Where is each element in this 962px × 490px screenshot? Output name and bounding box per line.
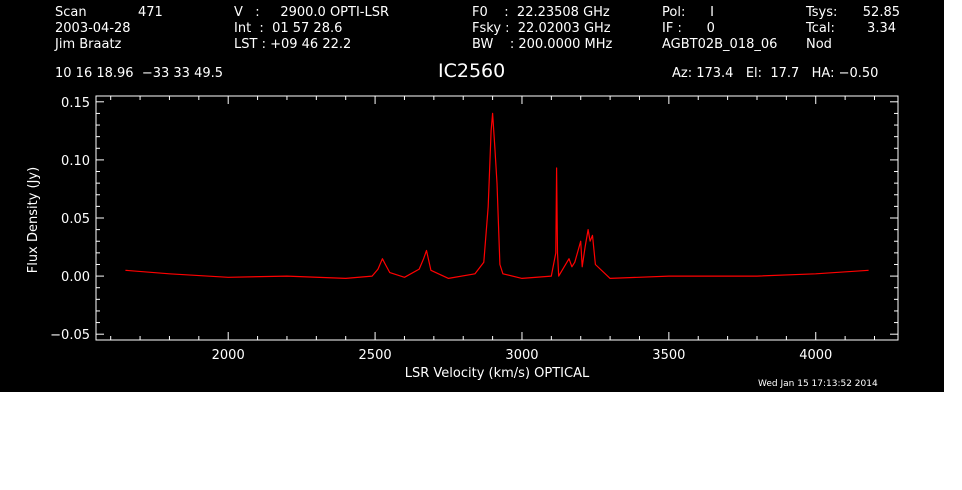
bandwidth: BW : 200.0000 MHz <box>472 37 613 52</box>
plot-axes: 2000 2500 3000 3500 4000 −0.05 0.00 0.05 0.10 0.1… <box>50 95 899 363</box>
obs-date: 2003-04-28 <box>55 21 131 36</box>
tcal-label: Tcal: <box>806 21 835 36</box>
y-axis-label: Flux Density (Jy) <box>26 167 41 273</box>
procedure-name: Nod <box>806 37 832 52</box>
y-tick-label: 0.15 <box>61 96 90 111</box>
plot-timestamp: Wed Jan 15 17:13:52 2014 <box>758 379 878 389</box>
sky-frequency: Fsky : 22.02003 GHz <box>472 21 611 36</box>
if-number: IF : 0 <box>662 21 715 36</box>
source-name: IC2560 <box>438 60 506 82</box>
x-tick-label: 2000 <box>212 348 245 363</box>
x-tick-label: 3000 <box>505 348 538 363</box>
integration-time: Int : 01 57 28.6 <box>234 21 343 36</box>
velocity-info: V : 2900.0 OPTI-LSR <box>234 5 390 20</box>
project-id: AGBT02B_018_06 <box>662 37 778 52</box>
tsys-value: 52.85 <box>862 5 900 20</box>
x-tick-label: 4000 <box>799 348 832 363</box>
y-tick-label: 0.10 <box>61 154 90 169</box>
series-line-0 <box>125 112 869 279</box>
y-tick-label: −0.05 <box>50 328 90 343</box>
tcal-value: 3.34 <box>867 21 896 36</box>
source-coordinates: 10 16 18.96 −33 33 49.5 <box>55 66 224 81</box>
x-tick-label: 2500 <box>359 348 392 363</box>
plot-frame <box>95 95 899 341</box>
observer-name: Jim Braatz <box>55 37 122 52</box>
polarization: Pol: I <box>662 5 714 20</box>
x-tick-label: 3500 <box>652 348 685 363</box>
spectrum-trace <box>125 112 869 279</box>
scan-label: Scan <box>55 5 87 20</box>
y-tick-label: 0.05 <box>61 212 90 227</box>
rest-frequency: F0 : 22.23508 GHz <box>472 5 610 20</box>
x-axis-label: LSR Velocity (km/s) OPTICAL <box>405 366 590 381</box>
spectrum-plot: 2000 2500 3000 3500 4000 −0.05 0.00 0.05 0.10 0.1… <box>26 95 899 381</box>
tsys-label: Tsys: <box>806 5 838 20</box>
scan-number: 471 <box>138 5 163 20</box>
y-tick-label: 0.00 <box>61 270 90 285</box>
spectrum-display: Scan 471 2003-04-28 Jim Braatz V : 2900.… <box>0 0 944 392</box>
az-el-ha: Az: 173.4 El: 17.7 HA: −0.50 <box>672 66 879 81</box>
lst-info: LST : +09 46 22.2 <box>234 37 352 52</box>
